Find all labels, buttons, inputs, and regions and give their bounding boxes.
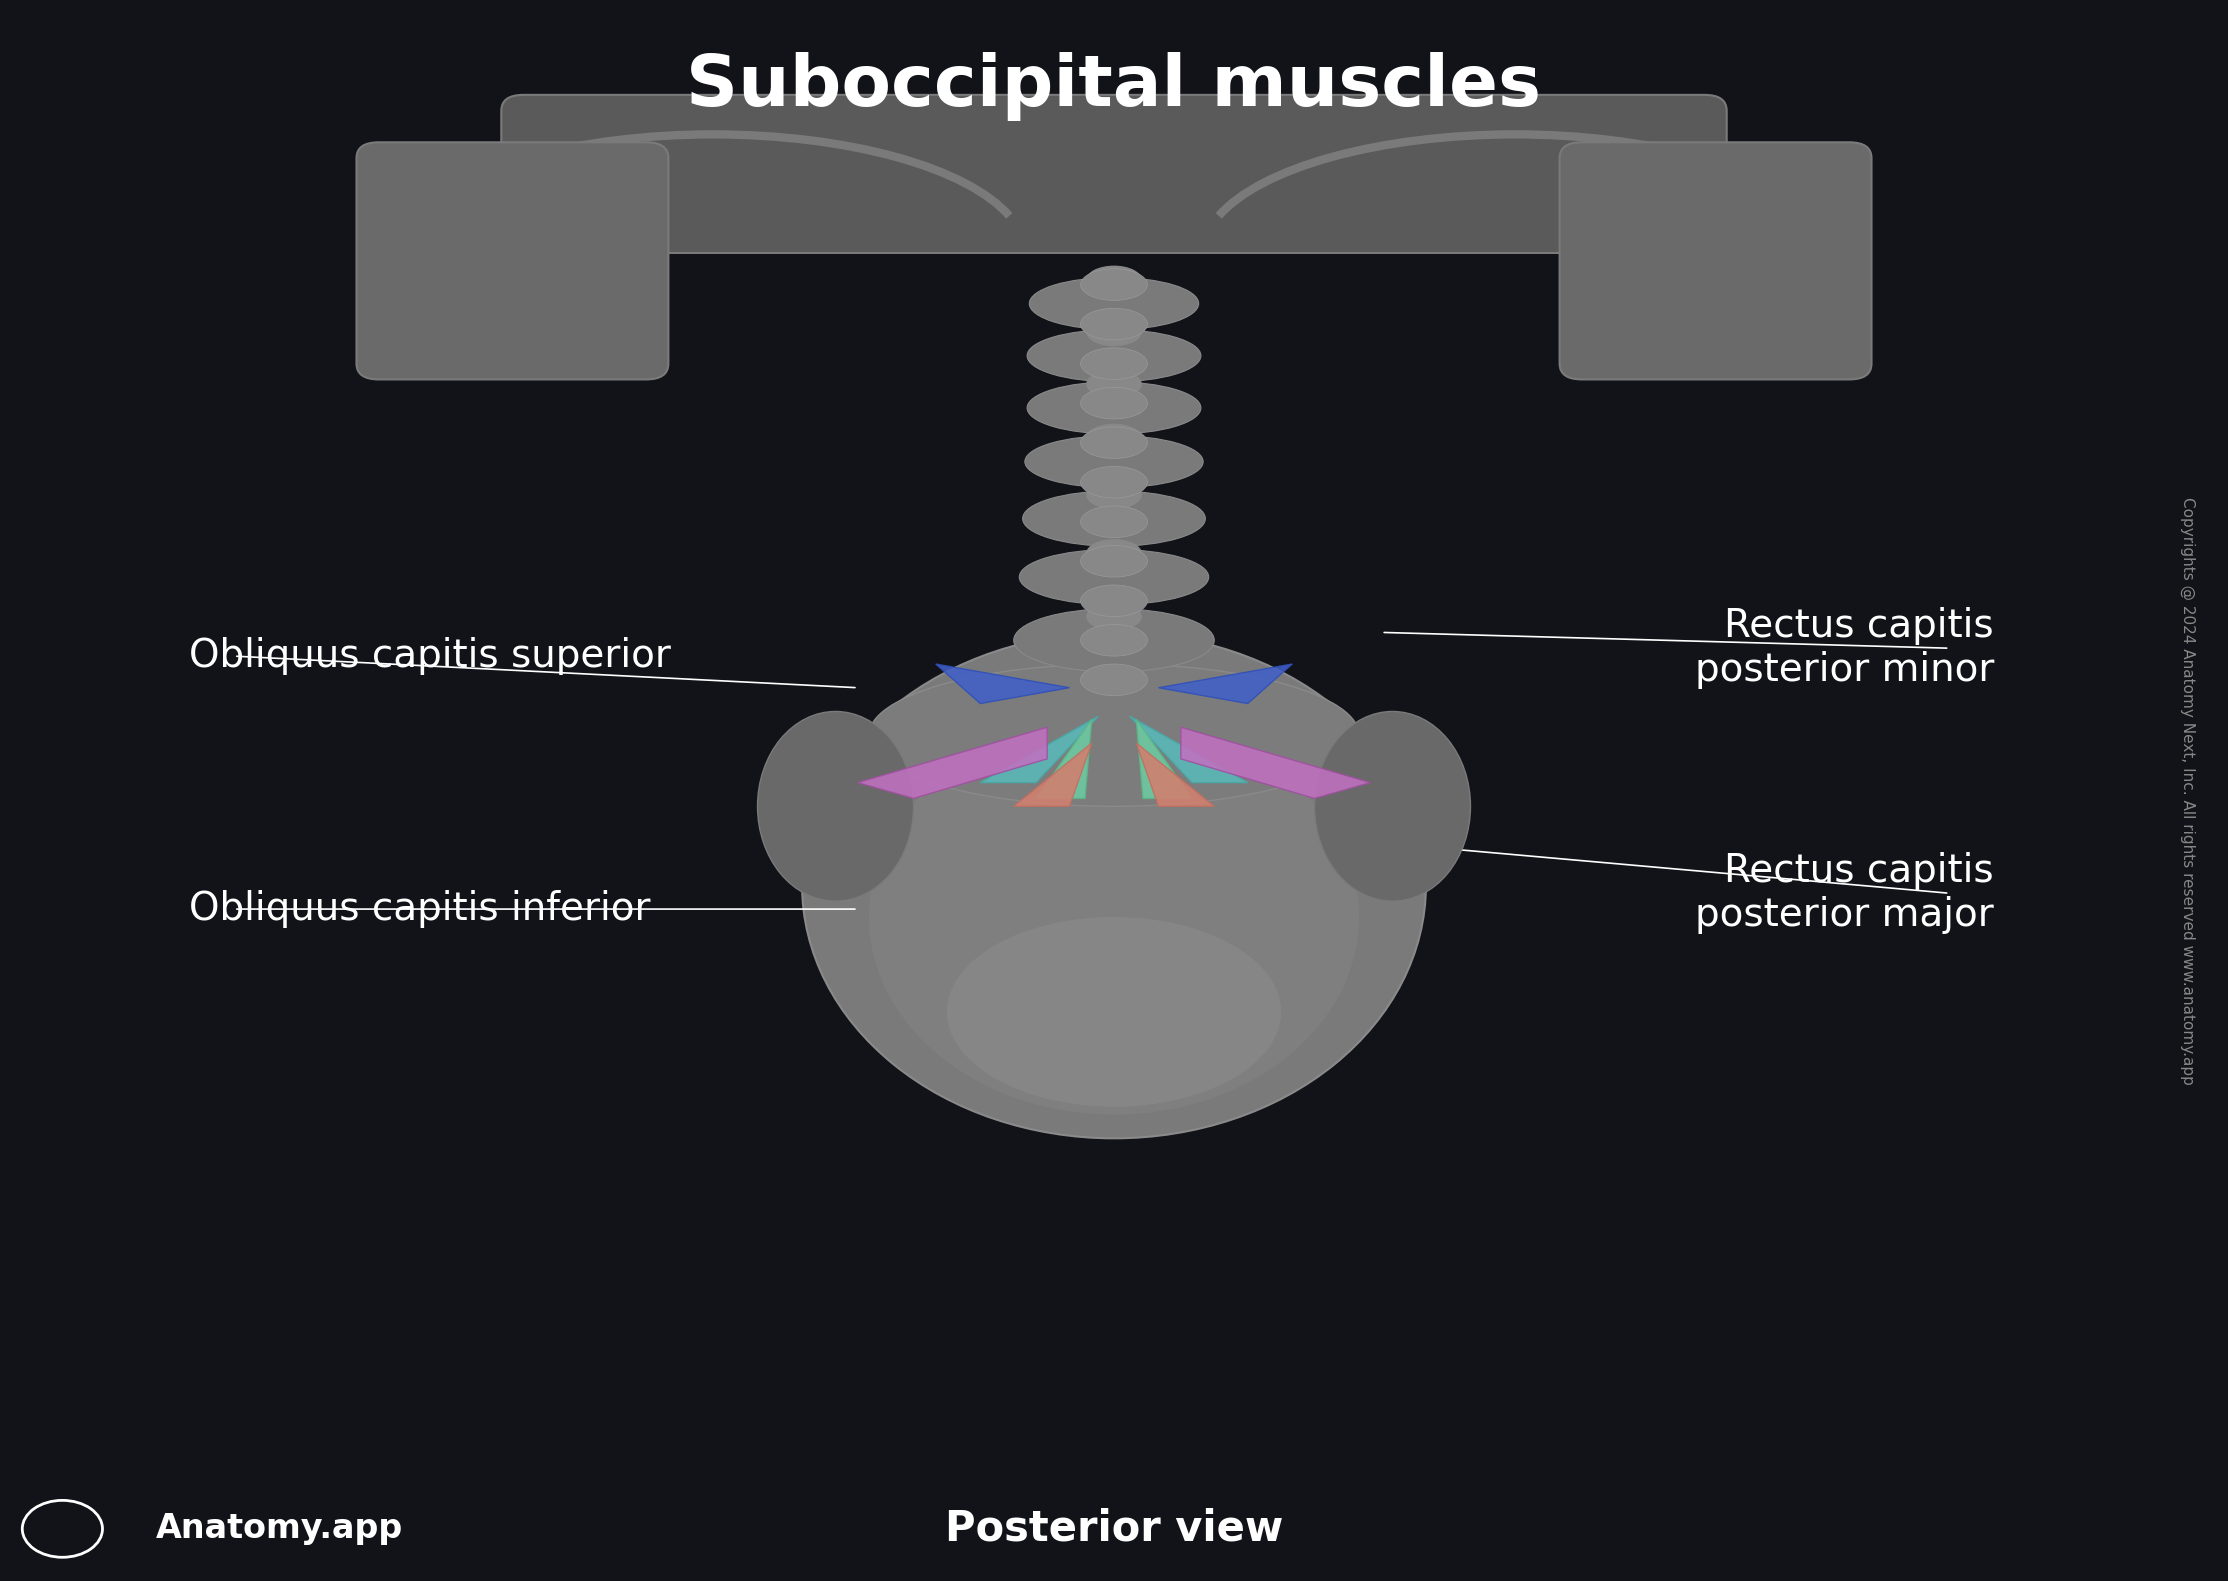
Text: Posterior view: Posterior view (945, 1508, 1283, 1549)
Ellipse shape (1020, 550, 1210, 606)
Ellipse shape (947, 917, 1281, 1107)
Polygon shape (1014, 743, 1092, 806)
Ellipse shape (758, 711, 913, 901)
Ellipse shape (1087, 602, 1141, 631)
Text: Suboccipital muscles: Suboccipital muscles (686, 52, 1542, 122)
Polygon shape (1130, 716, 1248, 783)
Ellipse shape (1081, 348, 1147, 379)
Ellipse shape (1025, 436, 1203, 487)
Text: Obliquus capitis superior: Obliquus capitis superior (189, 637, 671, 675)
Ellipse shape (1087, 424, 1141, 452)
Polygon shape (1159, 664, 1292, 704)
Ellipse shape (1081, 506, 1147, 538)
Ellipse shape (1081, 624, 1147, 656)
Text: Anatomy.app: Anatomy.app (156, 1513, 403, 1545)
Ellipse shape (1081, 387, 1147, 419)
Ellipse shape (1081, 466, 1147, 498)
Text: Obliquus capitis inferior: Obliquus capitis inferior (189, 890, 651, 928)
Ellipse shape (1081, 269, 1147, 300)
Polygon shape (1136, 719, 1192, 798)
Ellipse shape (1087, 481, 1141, 509)
FancyBboxPatch shape (1560, 142, 1872, 379)
Polygon shape (858, 727, 1047, 798)
Ellipse shape (1023, 490, 1205, 547)
Polygon shape (1136, 743, 1214, 806)
Ellipse shape (1087, 266, 1141, 294)
Text: Rectus capitis
posterior major: Rectus capitis posterior major (1696, 852, 1994, 934)
Ellipse shape (1081, 308, 1147, 340)
Ellipse shape (1315, 711, 1470, 901)
Ellipse shape (1014, 609, 1214, 672)
FancyBboxPatch shape (501, 95, 1727, 253)
Ellipse shape (1087, 318, 1141, 346)
Ellipse shape (1081, 664, 1147, 696)
Ellipse shape (869, 719, 1359, 1115)
Polygon shape (936, 664, 1069, 704)
Polygon shape (980, 716, 1098, 783)
Ellipse shape (1087, 370, 1141, 398)
Ellipse shape (1087, 539, 1141, 568)
Ellipse shape (1081, 545, 1147, 577)
Polygon shape (1181, 727, 1370, 798)
Ellipse shape (802, 632, 1426, 1138)
Ellipse shape (1081, 427, 1147, 458)
Text: Copyrights @ 2024 Anatomy Next, Inc. All rights reserved www.anatomy.app: Copyrights @ 2024 Anatomy Next, Inc. All… (2181, 496, 2195, 1085)
Ellipse shape (1027, 330, 1201, 381)
Ellipse shape (869, 664, 1359, 806)
Ellipse shape (1081, 585, 1147, 617)
Polygon shape (1036, 719, 1092, 798)
FancyBboxPatch shape (356, 142, 668, 379)
Ellipse shape (1027, 381, 1201, 433)
Ellipse shape (1029, 277, 1199, 330)
Text: Rectus capitis
posterior minor: Rectus capitis posterior minor (1696, 607, 1994, 689)
